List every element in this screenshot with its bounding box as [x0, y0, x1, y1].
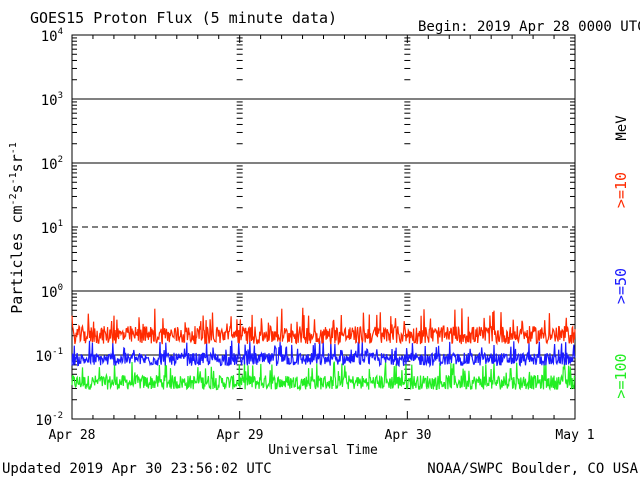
chart-title: GOES15 Proton Flux (5 minute data)	[30, 9, 337, 27]
y-axis-label-base: Particles cm	[8, 205, 26, 313]
series-line	[71, 361, 576, 392]
legend-ge100: >=100	[612, 353, 630, 398]
y-axis-ticks: 104 103 102 101 100 10-1 10-2	[35, 27, 63, 429]
threshold-lines	[72, 98, 575, 356]
legend-ge10: >=10	[612, 172, 630, 208]
x-tick-label: May 1	[555, 428, 594, 443]
y-tick-label: 102	[41, 155, 63, 173]
minor-ticks	[71, 35, 576, 419]
y-tick-label: 100	[41, 283, 63, 301]
x-tick-label: Apr 30	[385, 428, 432, 443]
x-tick-label: Apr 29	[217, 428, 264, 443]
legend-ge50: >=50	[612, 268, 630, 304]
y-tick-label: 101	[41, 219, 63, 237]
updated-timestamp: Updated 2019 Apr 30 23:56:02 UTC	[2, 461, 272, 477]
series-line	[71, 307, 576, 346]
begin-label: Begin: 2019 Apr 28 0000 UTC	[418, 19, 640, 35]
source-credit: NOAA/SWPC Boulder, CO USA	[427, 461, 638, 477]
y-tick-label: 10-1	[35, 347, 63, 365]
y-axis-label: Particles cm-2s-1sr-1	[8, 142, 26, 314]
x-axis-label: Universal Time	[268, 443, 378, 458]
series-layer	[71, 307, 576, 392]
y-tick-label: 104	[41, 27, 63, 45]
series-line	[71, 340, 576, 368]
y-tick-label: 10-2	[35, 411, 63, 429]
x-tick-label: Apr 28	[49, 428, 96, 443]
y-tick-label: 103	[41, 91, 63, 109]
units-label: MeV	[614, 115, 630, 141]
